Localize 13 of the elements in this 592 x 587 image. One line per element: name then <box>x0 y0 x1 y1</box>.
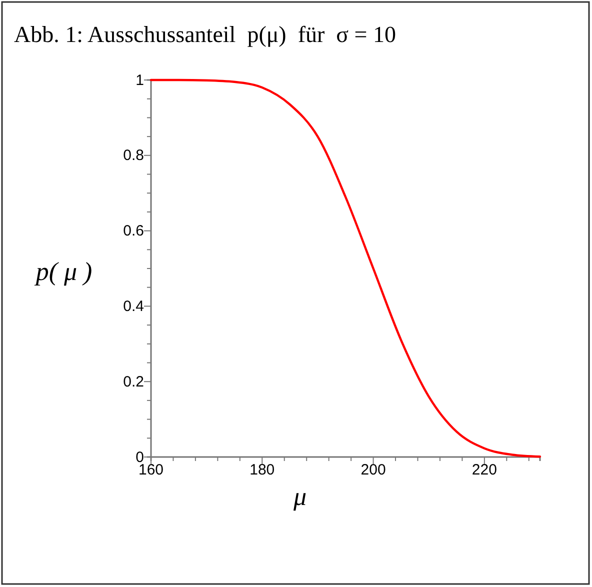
x-tick-label: 200 <box>360 462 386 479</box>
y-tick-label: 0.8 <box>123 147 144 164</box>
y-tick-label: 0.2 <box>123 373 144 390</box>
x-axis-title: μ <box>292 482 307 511</box>
x-tick-label: 180 <box>250 462 275 479</box>
y-tick-label: 1 <box>136 72 144 89</box>
y-tick-label: 0.6 <box>123 222 144 240</box>
x-tick-label: 160 <box>138 462 164 479</box>
y-axis-title: p( μ ) <box>34 257 92 286</box>
chart-title: Abb. 1: Ausschussanteil p(μ) für σ = 10 <box>14 22 396 47</box>
line-series <box>150 78 542 458</box>
y-tick-label: 0.4 <box>123 298 144 315</box>
x-tick-label: 220 <box>472 462 497 479</box>
